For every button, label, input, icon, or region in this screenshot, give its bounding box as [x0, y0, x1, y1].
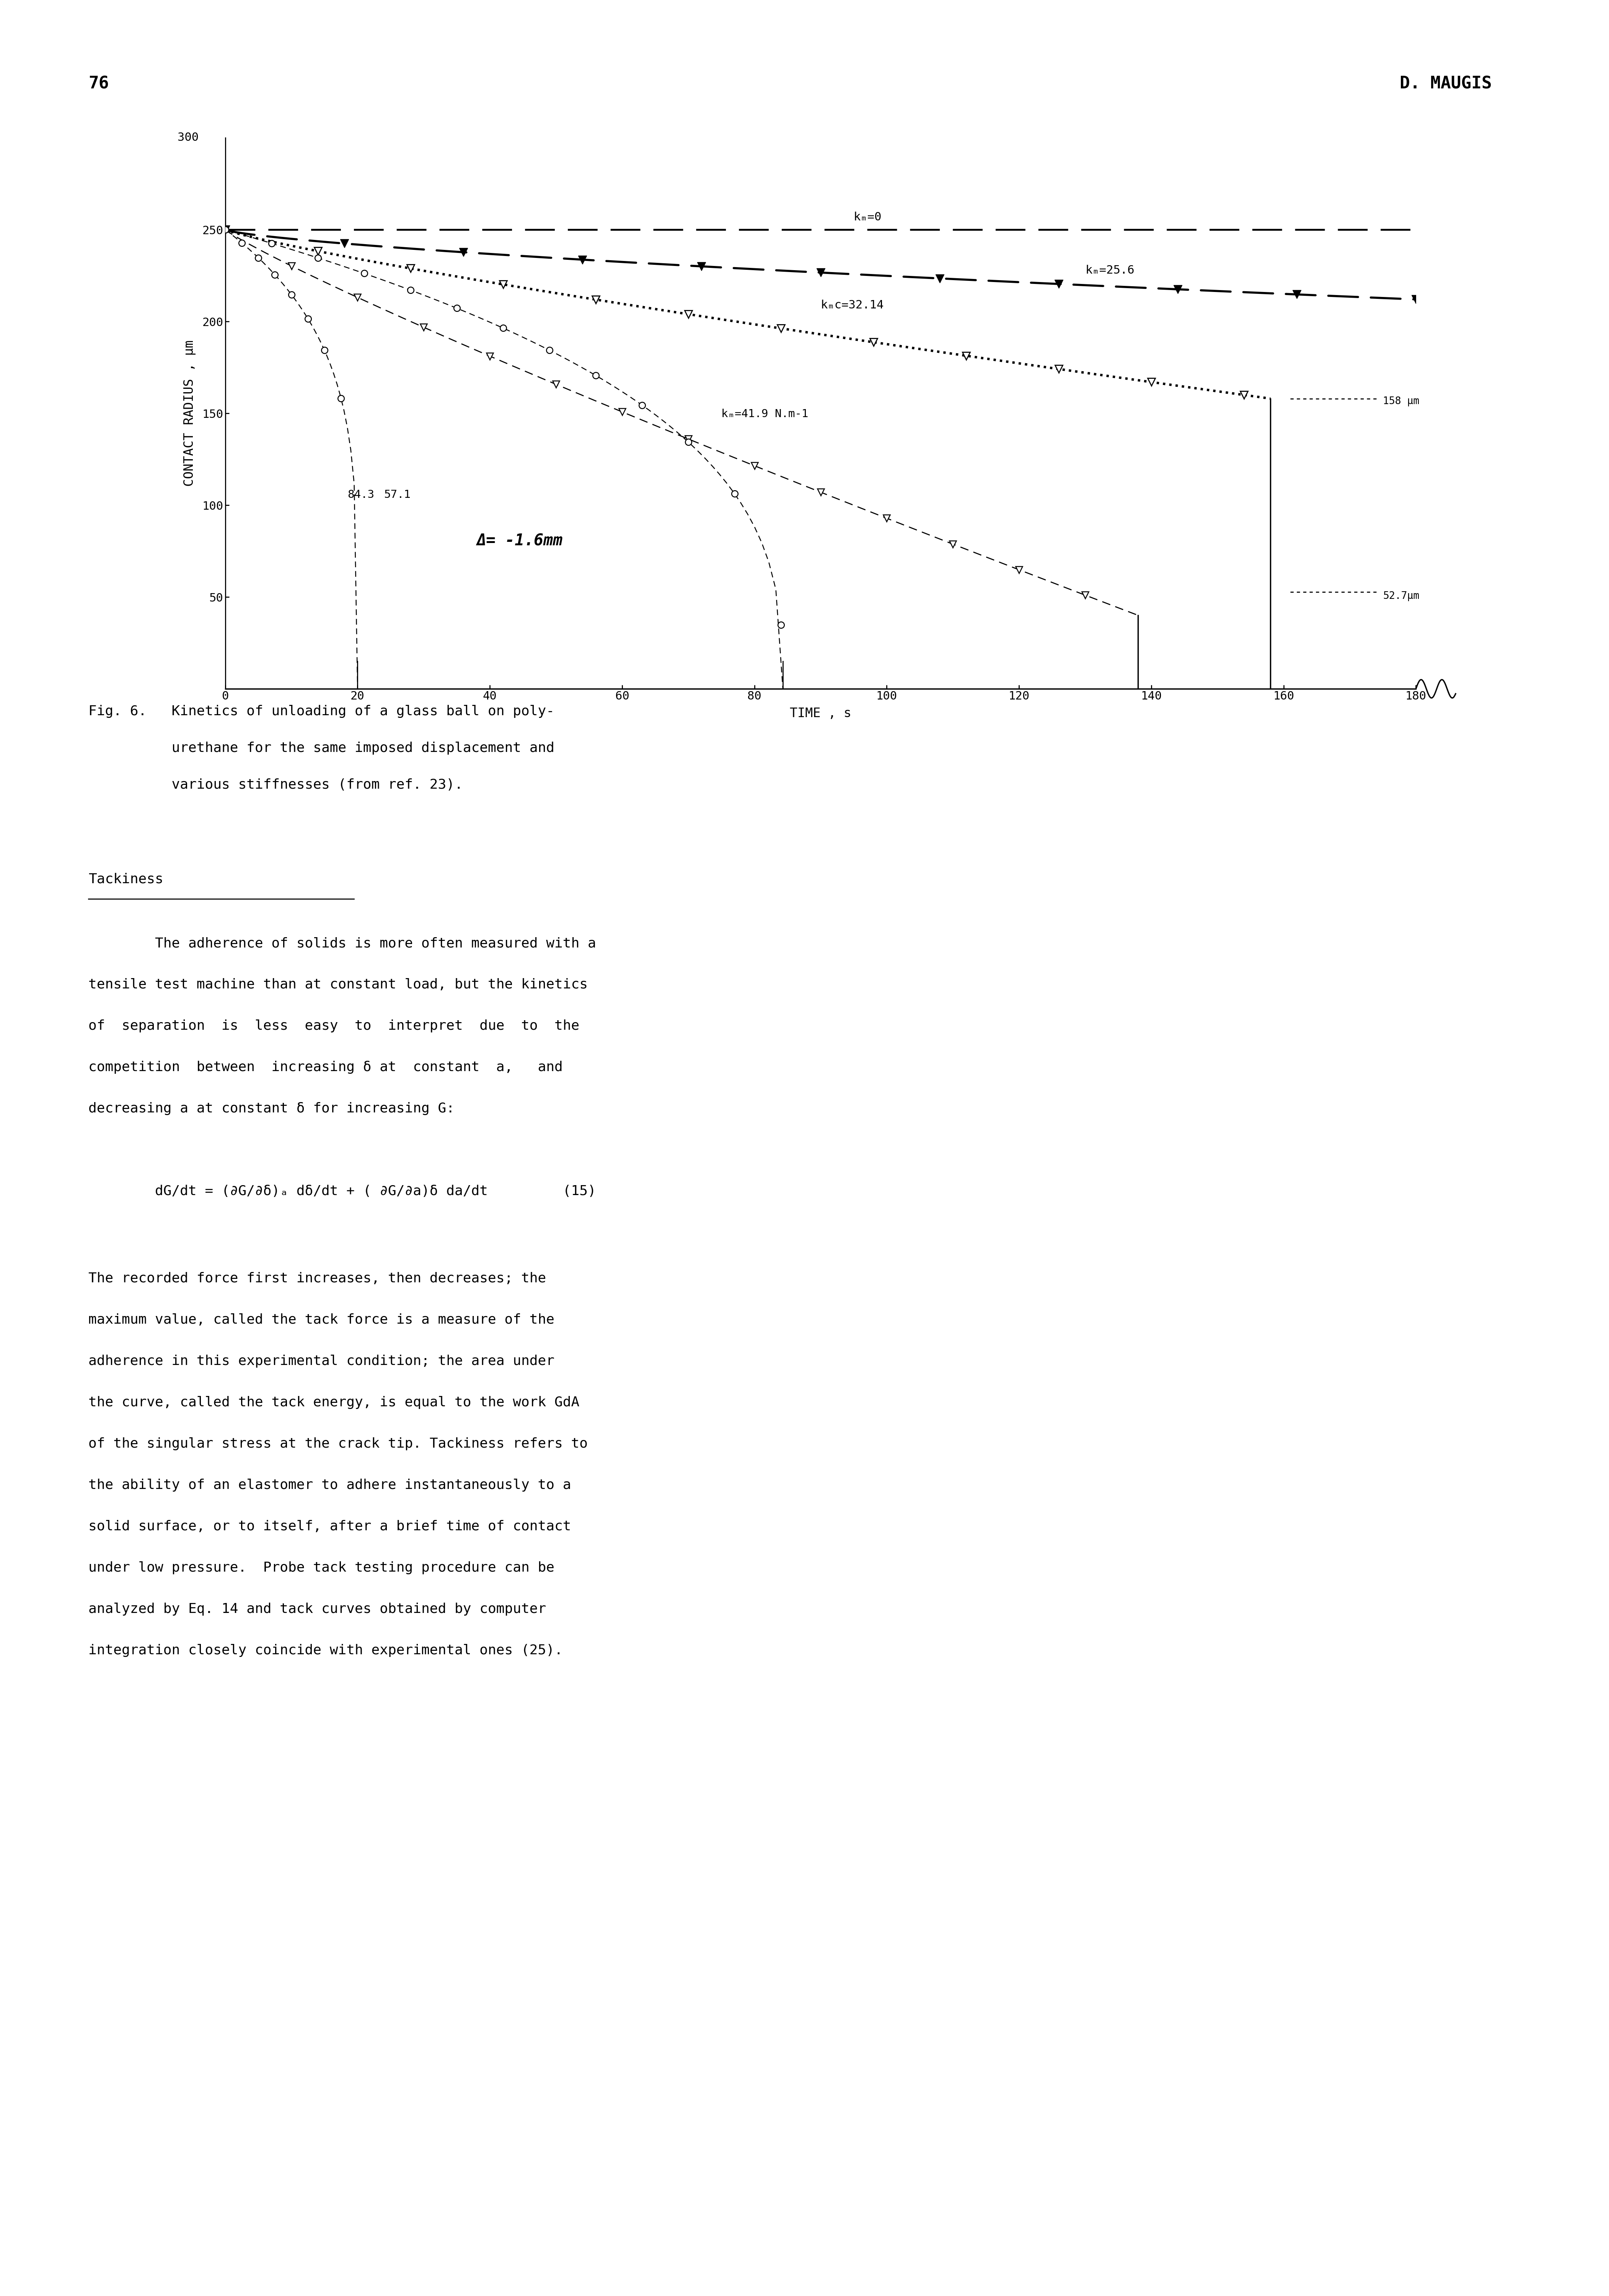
- X-axis label: TIME , s: TIME , s: [790, 707, 851, 719]
- Text: Fig. 6.   Kinetics of unloading of a glass ball on poly-: Fig. 6. Kinetics of unloading of a glass…: [88, 705, 555, 719]
- Text: kₘc=32.14: kₘc=32.14: [821, 301, 883, 310]
- Text: 76: 76: [88, 76, 109, 92]
- Text: 57.1: 57.1: [385, 489, 410, 501]
- Text: 52.7μm: 52.7μm: [1382, 590, 1419, 602]
- Text: of the singular stress at the crack tip. Tackiness refers to: of the singular stress at the crack tip.…: [88, 1437, 587, 1451]
- Text: the ability of an elastomer to adhere instantaneously to a: the ability of an elastomer to adhere in…: [88, 1479, 571, 1492]
- Text: integration closely coincide with experimental ones (25).: integration closely coincide with experi…: [88, 1644, 563, 1658]
- Text: 84.3: 84.3: [348, 489, 375, 501]
- Text: adherence in this experimental condition; the area under: adherence in this experimental condition…: [88, 1355, 555, 1368]
- Text: under low pressure.  Probe tack testing procedure can be: under low pressure. Probe tack testing p…: [88, 1561, 555, 1575]
- Text: of  separation  is  less  easy  to  interpret  due  to  the: of separation is less easy to interpret …: [88, 1019, 579, 1033]
- Text: 158 μm: 158 μm: [1382, 397, 1419, 406]
- Text: kₘ=0: kₘ=0: [854, 211, 882, 223]
- Text: D. MAUGIS: D. MAUGIS: [1400, 76, 1492, 92]
- Text: various stiffnesses (from ref. 23).: various stiffnesses (from ref. 23).: [88, 778, 463, 792]
- Text: competition  between  increasing δ at  constant  a,   and: competition between increasing δ at cons…: [88, 1061, 563, 1075]
- Text: 300: 300: [177, 133, 200, 142]
- Text: decreasing a at constant δ for increasing G:: decreasing a at constant δ for increasin…: [88, 1102, 455, 1116]
- Text: The adherence of solids is more often measured with a: The adherence of solids is more often me…: [88, 937, 597, 951]
- Text: the curve, called the tack energy, is equal to the work GdA: the curve, called the tack energy, is eq…: [88, 1396, 579, 1410]
- Text: Δ= -1.6mm: Δ= -1.6mm: [476, 533, 563, 549]
- Text: Tackiness: Tackiness: [88, 872, 164, 886]
- Text: The recorded force first increases, then decreases; the: The recorded force first increases, then…: [88, 1272, 545, 1286]
- Text: kₘ=25.6: kₘ=25.6: [1084, 264, 1134, 276]
- Text: dG/dt = (∂G/∂δ)ₐ dδ/dt + ( ∂G/∂a)δ da/dt         (15): dG/dt = (∂G/∂δ)ₐ dδ/dt + ( ∂G/∂a)δ da/dt…: [88, 1185, 597, 1199]
- Text: kₘ=41.9 N.m-1: kₘ=41.9 N.m-1: [721, 409, 808, 420]
- Text: solid surface, or to itself, after a brief time of contact: solid surface, or to itself, after a bri…: [88, 1520, 571, 1534]
- Text: analyzed by Eq. 14 and tack curves obtained by computer: analyzed by Eq. 14 and tack curves obtai…: [88, 1603, 545, 1616]
- Text: tensile test machine than at constant load, but the kinetics: tensile test machine than at constant lo…: [88, 978, 587, 992]
- Text: urethane for the same imposed displacement and: urethane for the same imposed displaceme…: [88, 742, 555, 755]
- Y-axis label: CONTACT RADIUS , μm: CONTACT RADIUS , μm: [183, 340, 196, 487]
- Text: maximum value, called the tack force is a measure of the: maximum value, called the tack force is …: [88, 1313, 555, 1327]
